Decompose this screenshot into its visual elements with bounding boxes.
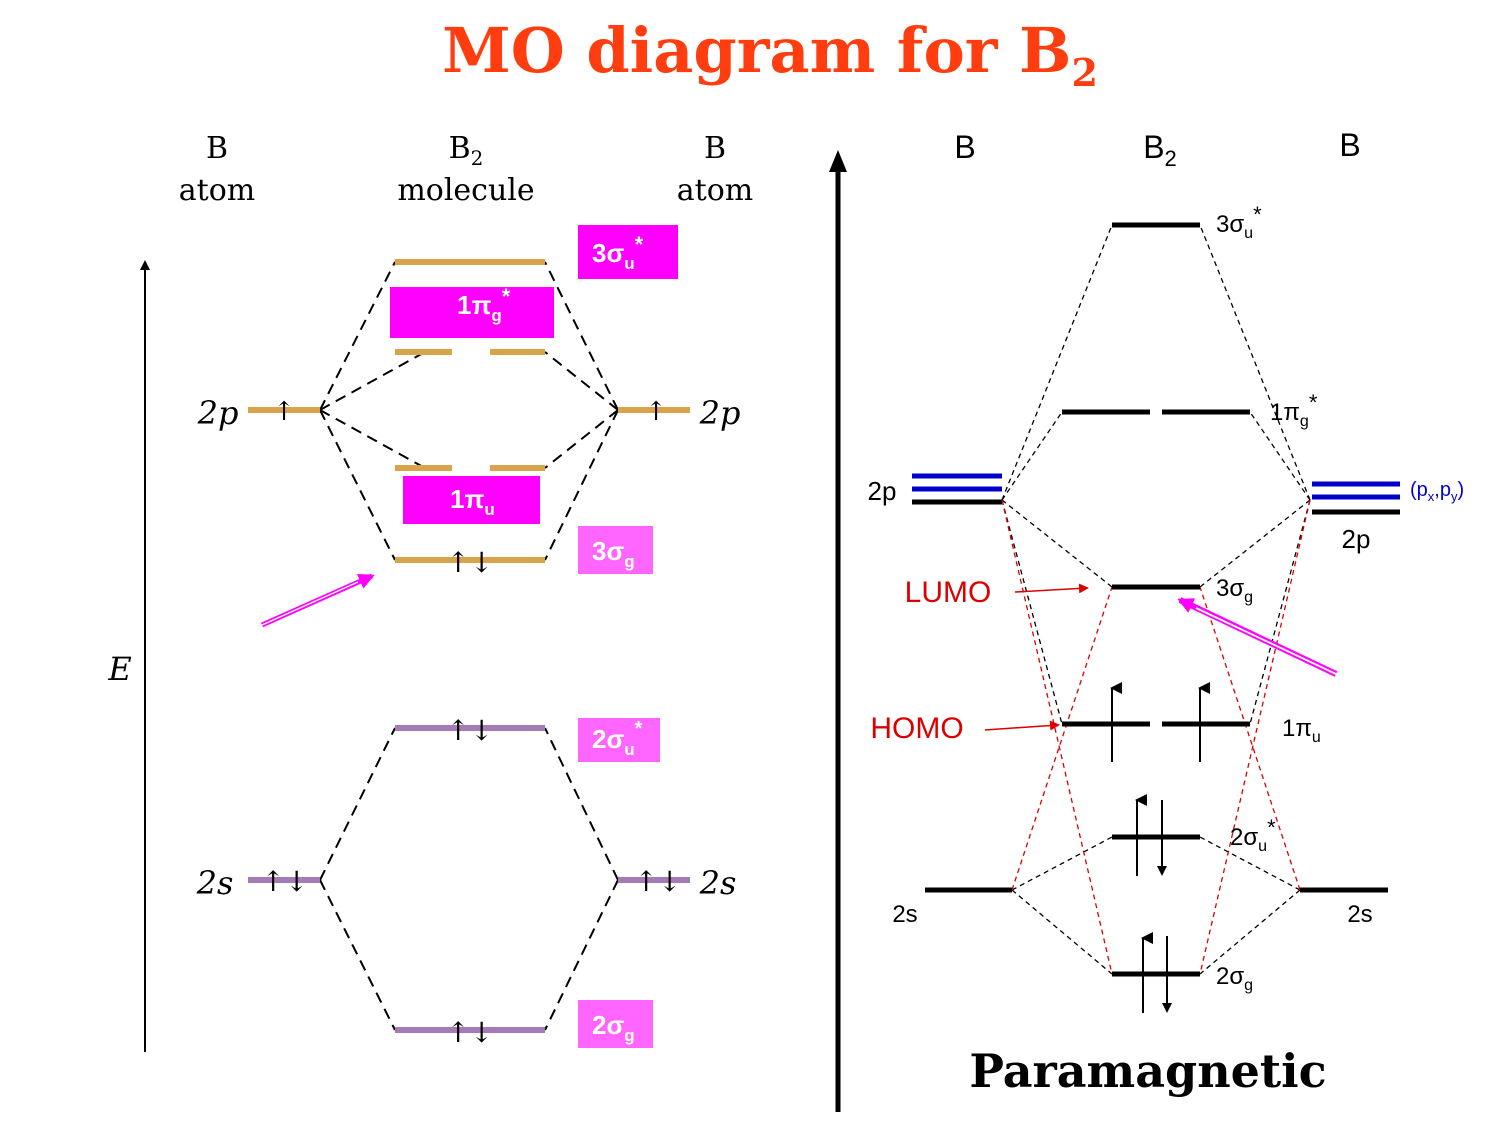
homo-label: HOMO (870, 712, 963, 745)
left-2p-correlation-lines (319, 261, 619, 561)
left-col-title: B (206, 131, 228, 166)
slide-title: MO diagram for B2 (442, 14, 1098, 95)
mo-3sg-electrons: ↑↓ (447, 546, 494, 579)
svg-text:2σg: 2σg (592, 1010, 635, 1045)
right-right-2p-label: 2p (1342, 524, 1371, 554)
mo-2sg-electrons: ↑↓ (447, 1016, 494, 1049)
svg-text:2σu*: 2σu* (592, 718, 643, 759)
right-mo-2su-label: 2σu* (1230, 815, 1276, 855)
right-mo-1pu-label: 1πu (1282, 715, 1321, 746)
lumo-arrow (1014, 583, 1089, 594)
right-2p-label: 2p (699, 394, 741, 432)
box-1pu: 1πu (403, 476, 540, 524)
svg-text:1πg*: 1πg* (457, 284, 511, 325)
red-mixing-lines (1001, 499, 1311, 975)
right-mo-3su-label: 3σu* (1216, 202, 1262, 242)
right-2s-electrons: ↑↓ (635, 865, 682, 898)
right-col-sub: atom (677, 173, 753, 208)
right-mo-3sg-label: 3σg (1216, 575, 1253, 606)
box-2su: 2σu* (578, 718, 660, 762)
right-left-2s-label: 2s (892, 901, 917, 928)
box-3sg: 3σg (578, 526, 653, 574)
left-pointer-arrow (260, 573, 375, 628)
paramagnetic-label: Paramagnetic (969, 1044, 1326, 1098)
right-col-title: B (704, 131, 726, 166)
svg-text:3σg: 3σg (592, 536, 635, 571)
box-2sg: 2σg (578, 1000, 653, 1048)
left-2s-correlation-lines (319, 727, 619, 1031)
left-col-sub: atom (179, 173, 255, 208)
left-2s-label: 2s (196, 864, 234, 902)
left-2p-label: 2p (197, 394, 239, 432)
mid-col-sub: molecule (397, 173, 534, 208)
box-1pg: 1πg* (390, 284, 554, 338)
right-right-2s-label: 2s (1347, 901, 1372, 928)
right-col-b-right: B (1339, 127, 1360, 163)
energy-axis-label: E (107, 650, 131, 688)
px-py-label: (px,py) (1410, 479, 1464, 504)
box-3su: 3σu* (578, 225, 678, 279)
lumo-label: LUMO (905, 576, 992, 609)
homo-arrow (984, 720, 1060, 731)
right-mo-1pg-label: 1πg* (1270, 390, 1318, 430)
right-energy-axis-head (829, 150, 847, 172)
right-col-b-left: B (954, 129, 975, 165)
left-diagram: B atom B2 molecule B atom E 2p (107, 131, 753, 1052)
right-2p-electron: ↑ (645, 397, 667, 427)
right-col-b2: B2 (1143, 129, 1177, 171)
black-correlation-lines (1001, 224, 1311, 975)
right-pointer-arrow (1177, 597, 1338, 677)
mo-2su-electrons: ↑↓ (447, 714, 494, 747)
svg-text:1πu: 1πu (450, 484, 495, 519)
left-2p-electron: ↑ (273, 397, 295, 427)
right-2s-label: 2s (699, 864, 737, 902)
right-left-2p-label: 2p (868, 476, 897, 506)
mid-col-title: B2 (449, 131, 484, 170)
right-mo-2sg-label: 2σg (1216, 963, 1253, 994)
svg-text:3σu*: 3σu* (592, 232, 644, 273)
right-diagram: B B2 B 2p (868, 127, 1465, 1098)
left-2s-electrons: ↑↓ (262, 865, 309, 898)
